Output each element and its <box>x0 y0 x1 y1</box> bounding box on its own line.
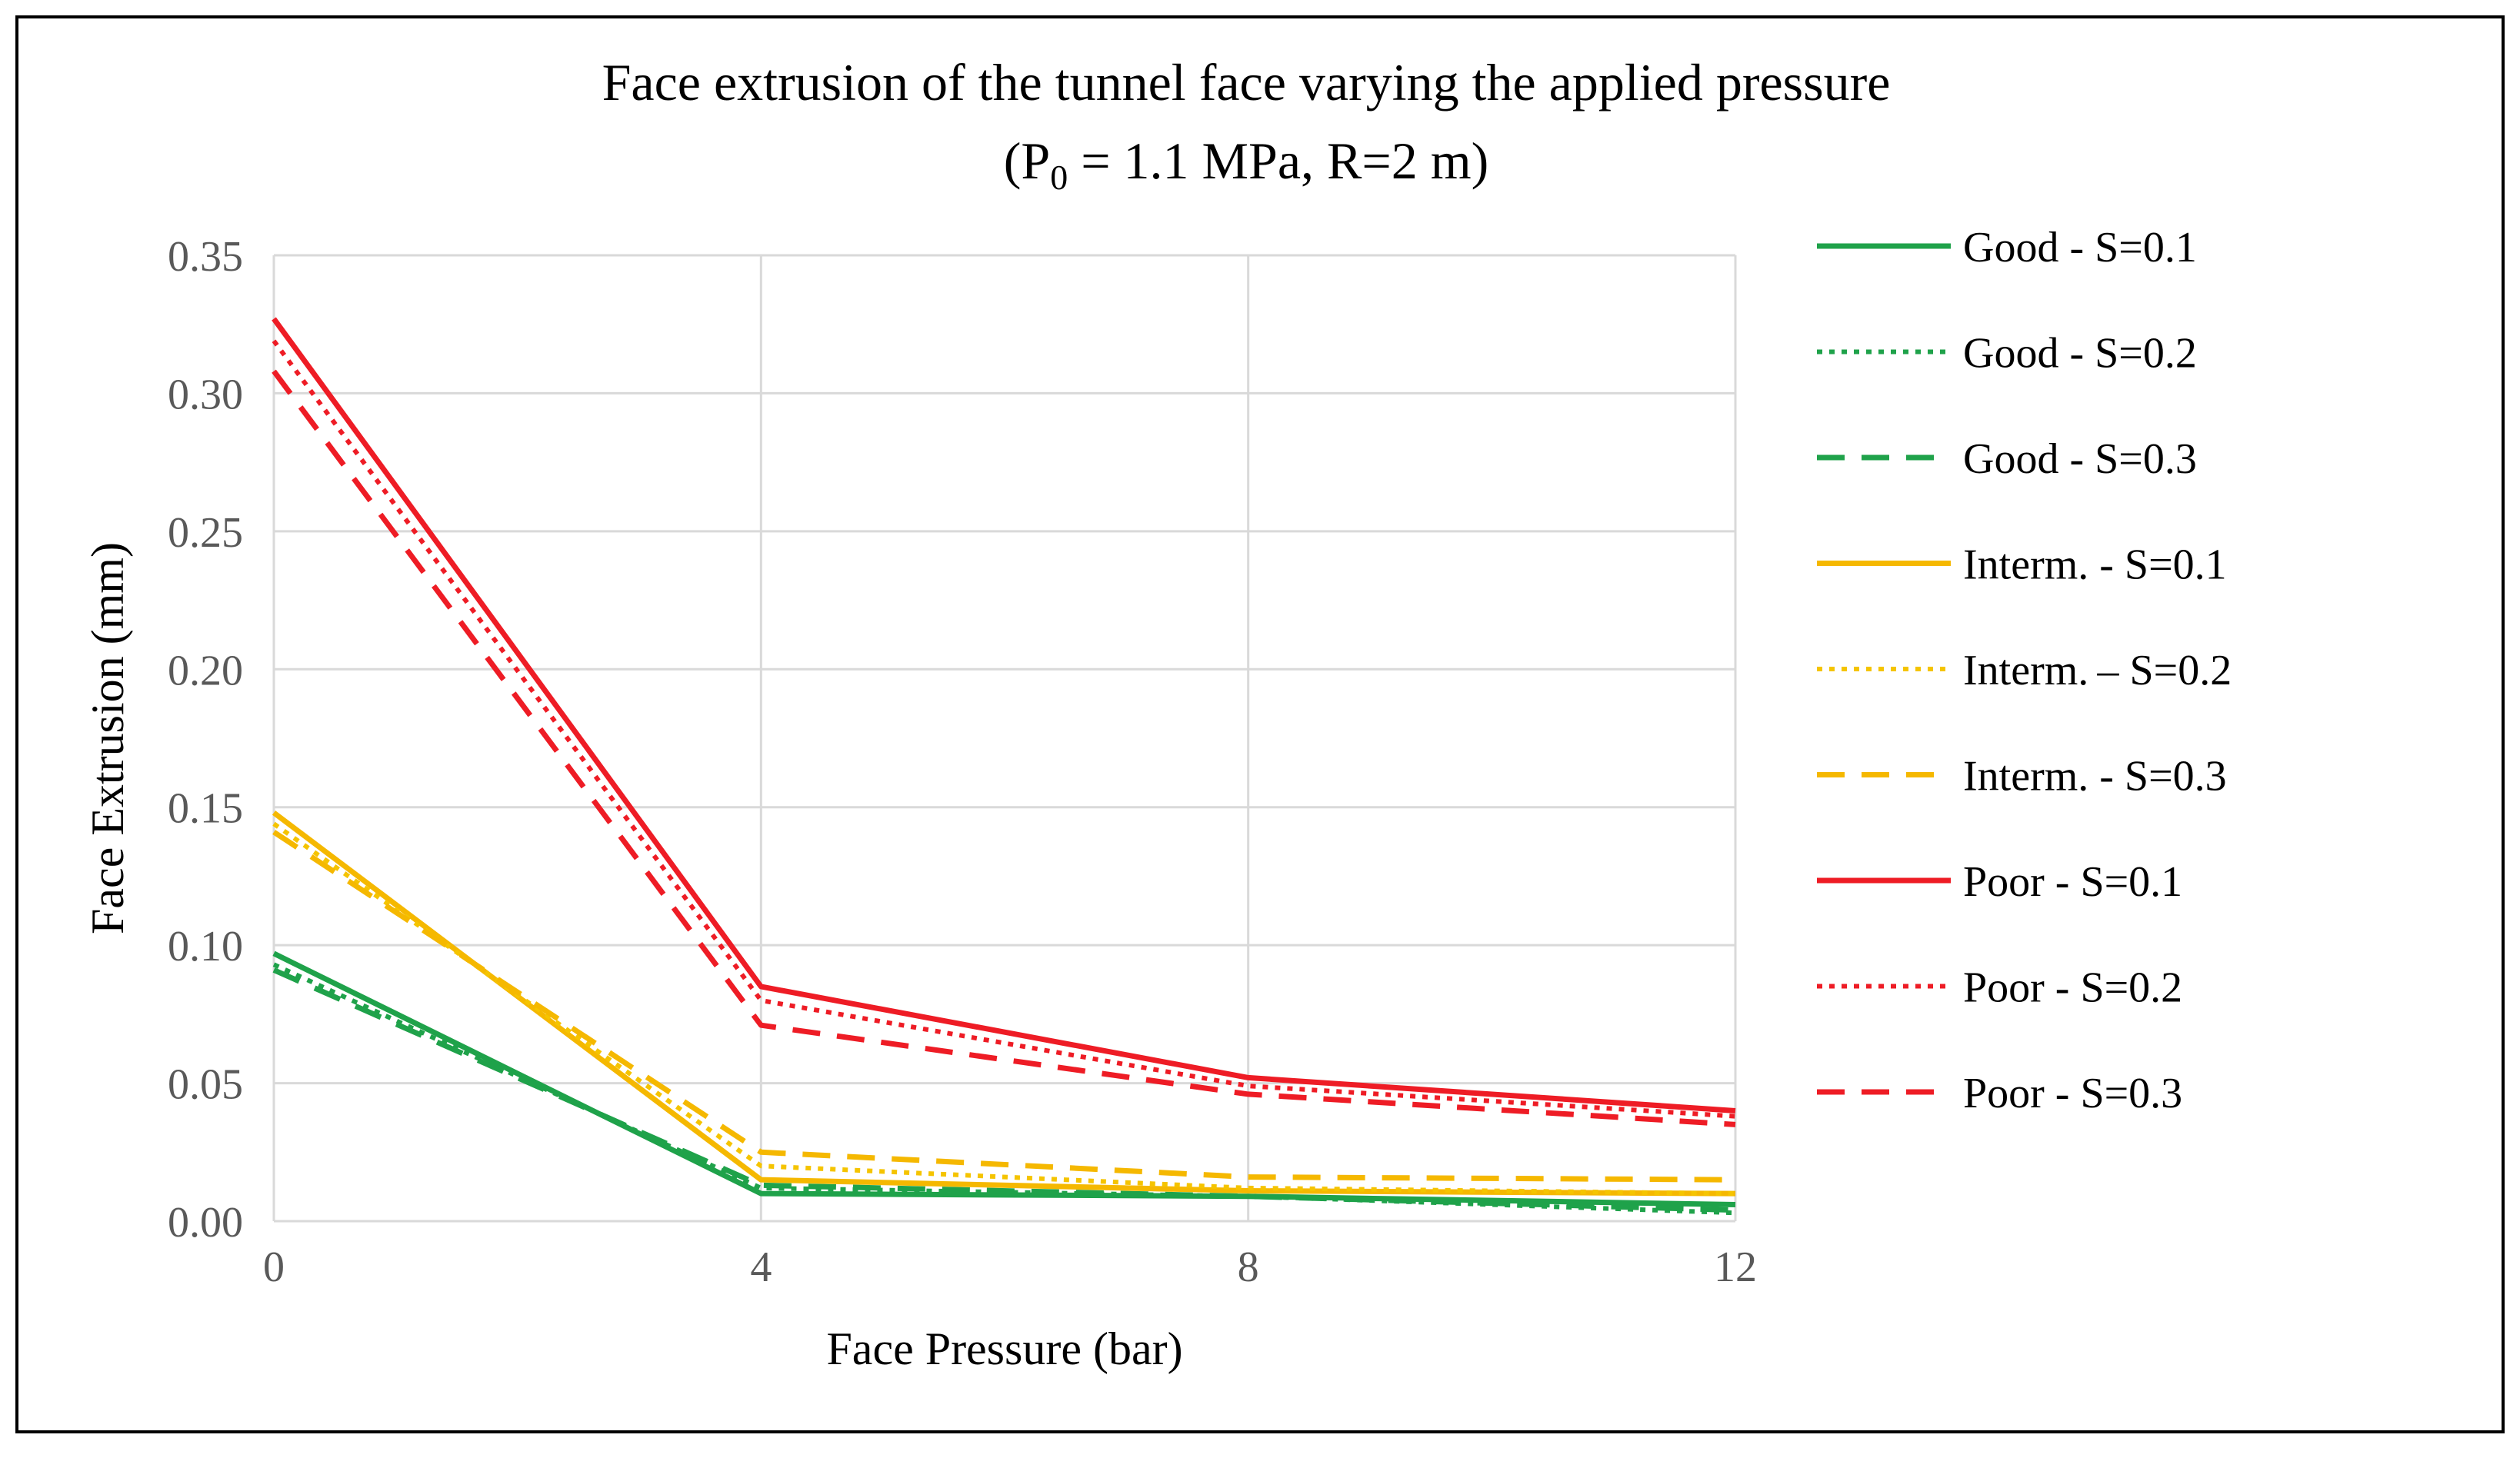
subtitle-prefix: (P <box>1004 131 1050 190</box>
legend-item-2: Good - S=0.2 <box>1817 330 2197 378</box>
y-tick-label: 0.05 <box>168 1061 243 1109</box>
series-line-6 <box>272 830 1736 1183</box>
x-tick-label: 4 <box>750 1243 772 1291</box>
legend-item-3: Good - S=0.3 <box>1817 435 2197 483</box>
chart-title: Face extrusion of the tunnel face varyin… <box>602 53 1891 112</box>
y-tick-label: 0.30 <box>168 371 243 418</box>
legend-label: Interm. – S=0.2 <box>1963 647 2232 694</box>
x-tick-label: 8 <box>1238 1243 1259 1291</box>
y-tick-label: 0.10 <box>168 923 243 970</box>
y-tick-label: 0.20 <box>168 647 243 694</box>
legend: Good - S=0.1 Good - S=0.2 Good - S=0.3 Inte… <box>1817 224 2232 1117</box>
y-axis-ticks: 0.00 0.05 0.10 0.15 0.20 0.25 0.30 0.35 <box>168 233 243 1247</box>
y-tick-label: 0.00 <box>168 1199 243 1247</box>
subtitle-subscript: 0 <box>1050 158 1068 197</box>
x-axis-label: Face Pressure (bar) <box>826 1323 1182 1374</box>
legend-label: Poor - S=0.3 <box>1963 1070 2182 1117</box>
legend-item-6: Interm. - S=0.3 <box>1817 753 2227 801</box>
series-line-7 <box>272 317 1736 1113</box>
legend-label: Good - S=0.1 <box>1963 224 2197 271</box>
y-axis-label: Face Extrusion (mm) <box>82 542 133 934</box>
legend-item-8: Poor - S=0.2 <box>1817 964 2182 1012</box>
legend-label: Interm. - S=0.1 <box>1963 541 2227 589</box>
plot-series <box>272 317 1736 1216</box>
x-tick-label: 12 <box>1714 1243 1757 1291</box>
legend-label: Poor - S=0.1 <box>1963 858 2182 906</box>
legend-label: Interm. - S=0.3 <box>1963 753 2227 801</box>
x-tick-label: 0 <box>263 1243 285 1291</box>
gridlines <box>272 254 1737 1223</box>
series-line-1 <box>272 950 1736 1207</box>
x-axis-ticks: 0 4 8 12 <box>263 1243 1757 1291</box>
legend-item-4: Interm. - S=0.1 <box>1817 541 2227 589</box>
series-line-8 <box>272 339 1736 1119</box>
series-line-9 <box>272 369 1736 1127</box>
subtitle-suffix: = 1.1 MPa, R=2 m) <box>1068 131 1488 190</box>
legend-item-1: Good - S=0.1 <box>1817 224 2197 271</box>
legend-item-7: Poor - S=0.1 <box>1817 858 2182 906</box>
legend-item-5: Interm. – S=0.2 <box>1817 647 2232 694</box>
series-line-3 <box>272 967 1736 1213</box>
chart-subtitle: (P0 = 1.1 MPa, R=2 m) <box>1004 131 1489 197</box>
legend-label: Good - S=0.2 <box>1963 330 2197 378</box>
legend-label: Good - S=0.3 <box>1963 435 2197 483</box>
y-tick-label: 0.15 <box>168 785 243 833</box>
y-tick-label: 0.25 <box>168 509 243 557</box>
legend-item-9: Poor - S=0.3 <box>1817 1070 2182 1117</box>
y-tick-label: 0.35 <box>168 233 243 281</box>
legend-label: Poor - S=0.2 <box>1963 964 2182 1012</box>
